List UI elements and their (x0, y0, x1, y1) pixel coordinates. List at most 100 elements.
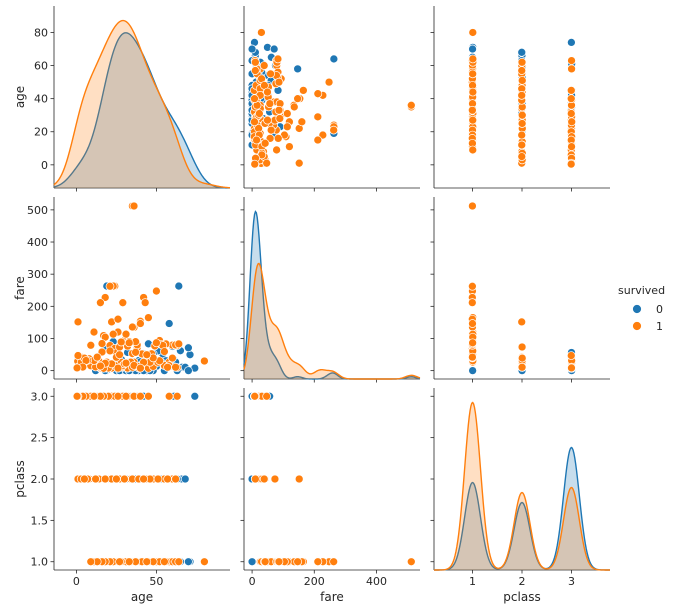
point-1 (165, 392, 173, 400)
point-1 (469, 55, 477, 63)
x-axis-label-age: age (131, 590, 153, 604)
point-1 (251, 160, 259, 168)
point-1 (90, 392, 98, 400)
point-1 (407, 101, 415, 109)
kde-fill-1 (54, 21, 230, 188)
y-tick-label: 500 (27, 204, 48, 217)
point-1 (125, 558, 133, 566)
point-1 (283, 123, 291, 131)
x-tick-label: 3 (568, 575, 575, 588)
point-1 (114, 315, 122, 323)
point-1 (314, 113, 322, 121)
point-1 (114, 364, 122, 372)
point-0 (270, 45, 278, 53)
y-tick-label: 20 (34, 126, 48, 139)
point-0 (567, 38, 575, 46)
point-1 (274, 55, 282, 63)
point-1 (93, 353, 101, 361)
point-1 (106, 347, 114, 355)
x-tick-label: 2 (519, 575, 526, 588)
point-1 (109, 330, 117, 338)
point-1 (518, 363, 526, 371)
point-1 (152, 287, 160, 295)
point-1 (112, 475, 120, 483)
point-1 (267, 70, 275, 78)
point-1 (263, 88, 271, 96)
point-1 (330, 558, 338, 566)
point-1 (518, 318, 526, 326)
point-1 (106, 282, 114, 290)
x-tick-label: 50 (149, 575, 163, 588)
point-1 (136, 320, 144, 328)
x-tick-label: 0 (249, 575, 256, 588)
point-1 (290, 103, 298, 111)
point-0 (248, 45, 256, 53)
point-1 (74, 318, 82, 326)
legend-title: survived (618, 284, 665, 297)
y-axis-label-age: age (13, 86, 27, 108)
panel-age-vs-fare (241, 6, 421, 192)
point-1 (168, 354, 176, 362)
point-1 (253, 136, 261, 144)
point-1 (518, 131, 526, 139)
y-tick-label: 0 (41, 159, 48, 172)
point-0 (191, 392, 199, 400)
point-1 (314, 558, 322, 566)
point-1 (164, 475, 172, 483)
point-0 (469, 367, 477, 375)
point-1 (164, 363, 172, 371)
y-tick-label: 300 (27, 268, 48, 281)
point-1 (568, 143, 576, 151)
point-1 (468, 299, 476, 307)
panel-pclass-vs-pclass: 1 2 3pclass (431, 388, 611, 604)
point-1 (98, 340, 106, 348)
x-tick-label: 200 (304, 575, 325, 588)
point-1 (469, 88, 477, 96)
point-0 (184, 344, 192, 352)
y-tick-label: 3.0 (31, 390, 49, 403)
point-1 (128, 323, 136, 331)
point-0 (184, 558, 192, 566)
point-1 (261, 139, 269, 147)
point-1 (140, 475, 148, 483)
point-1 (518, 354, 526, 362)
point-0 (294, 65, 302, 73)
point-1 (160, 558, 168, 566)
point-1 (294, 558, 302, 566)
point-1 (469, 116, 477, 124)
point-1 (275, 78, 283, 86)
point-1 (173, 392, 181, 400)
point-1 (518, 153, 526, 161)
panel-fare-vs-pclass (431, 197, 611, 383)
point-1 (314, 90, 322, 98)
legend-marker-1 (633, 322, 642, 331)
x-tick-label: 1 (469, 575, 476, 588)
point-1 (567, 352, 575, 360)
y-tick-label: 2.5 (31, 432, 49, 445)
point-1 (87, 341, 95, 349)
point-1 (136, 364, 144, 372)
point-1 (275, 106, 283, 114)
point-1 (132, 348, 140, 356)
panel-fare-vs-age: 0100200300400500fare (13, 197, 230, 383)
point-1 (468, 353, 476, 361)
point-1 (200, 558, 208, 566)
point-1 (294, 95, 302, 103)
point-0 (248, 558, 256, 566)
y-tick-label: 200 (27, 300, 48, 313)
point-1 (518, 67, 526, 75)
panel-age-vs-age: 0 20 40 60 80 age (13, 6, 230, 192)
point-1 (130, 202, 138, 210)
point-1 (172, 363, 180, 371)
point-1 (468, 282, 476, 290)
point-1 (314, 136, 322, 144)
point-1 (299, 86, 307, 94)
point-1 (567, 364, 575, 372)
point-1 (275, 558, 283, 566)
y-axis-label-fare: fare (13, 276, 27, 300)
point-1 (255, 110, 263, 118)
panel-age-vs-pclass (431, 6, 611, 192)
point-1 (257, 28, 265, 36)
point-1 (469, 146, 477, 154)
